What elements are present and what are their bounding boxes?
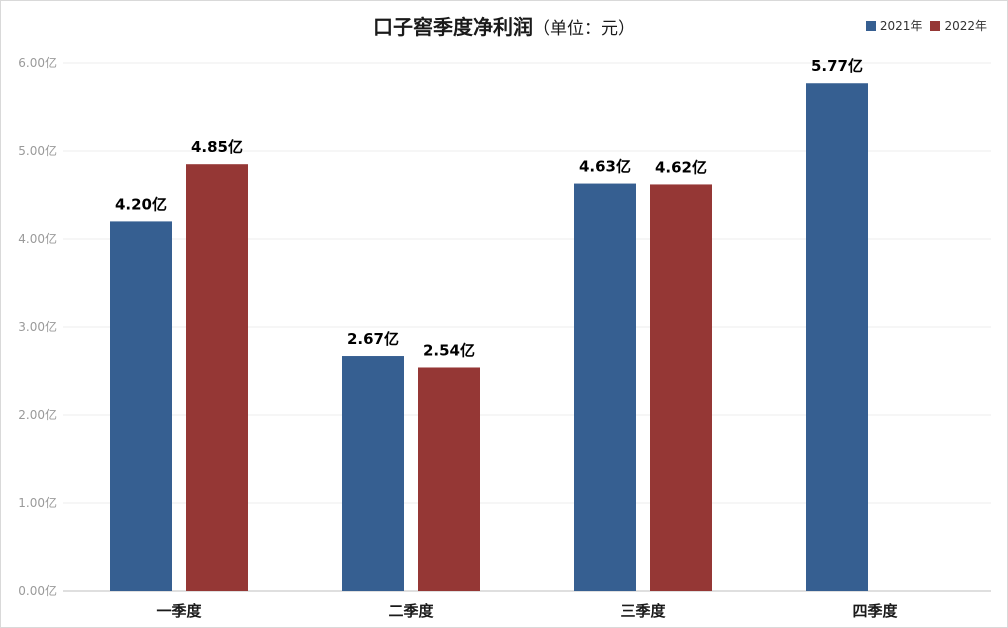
chart-title-main: 口子窖季度净利润 bbox=[373, 15, 533, 39]
legend-item-2022: 2022年 bbox=[930, 17, 987, 34]
x-tick-label: 四季度 bbox=[852, 602, 898, 620]
chart-legend: 2021年 2022年 bbox=[858, 17, 987, 34]
y-tick-label: 5.00亿 bbox=[18, 143, 57, 158]
data-label: 5.77亿 bbox=[811, 57, 863, 75]
legend-item-2021: 2021年 bbox=[865, 17, 923, 34]
y-tick-label: 2.00亿 bbox=[18, 407, 57, 422]
legend-swatch-2022 bbox=[930, 20, 941, 31]
legend-label-2021: 2021年 bbox=[879, 19, 923, 33]
legend-swatch-2021 bbox=[865, 20, 876, 31]
data-label: 4.63亿 bbox=[579, 158, 631, 176]
x-tick-label: 二季度 bbox=[388, 602, 434, 620]
y-tick-label: 1.00亿 bbox=[18, 495, 57, 510]
bar-2021 bbox=[574, 183, 636, 591]
y-tick-label: 0.00亿 bbox=[18, 583, 57, 598]
legend-label-2022: 2022年 bbox=[944, 19, 987, 33]
data-label: 2.54亿 bbox=[423, 341, 475, 359]
bar-2021 bbox=[110, 221, 172, 591]
y-tick-label: 6.00亿 bbox=[18, 55, 57, 70]
data-label: 4.20亿 bbox=[115, 195, 167, 213]
data-label: 2.67亿 bbox=[347, 330, 399, 348]
x-tick-label: 三季度 bbox=[620, 602, 666, 620]
bar-2022 bbox=[186, 164, 248, 591]
bar-2021 bbox=[342, 356, 404, 591]
data-label: 4.85亿 bbox=[191, 138, 243, 156]
chart-title-unit: （单位：元） bbox=[533, 19, 635, 39]
chart-title: 口子窖季度净利润（单位：元） bbox=[1, 11, 1007, 40]
data-label: 4.62亿 bbox=[655, 158, 707, 176]
bar-2022 bbox=[418, 367, 480, 591]
y-tick-label: 4.00亿 bbox=[18, 231, 57, 246]
bar-2022 bbox=[650, 184, 712, 591]
y-tick-label: 3.00亿 bbox=[18, 319, 57, 334]
bar-2021 bbox=[806, 83, 868, 592]
x-tick-label: 一季度 bbox=[156, 602, 202, 620]
